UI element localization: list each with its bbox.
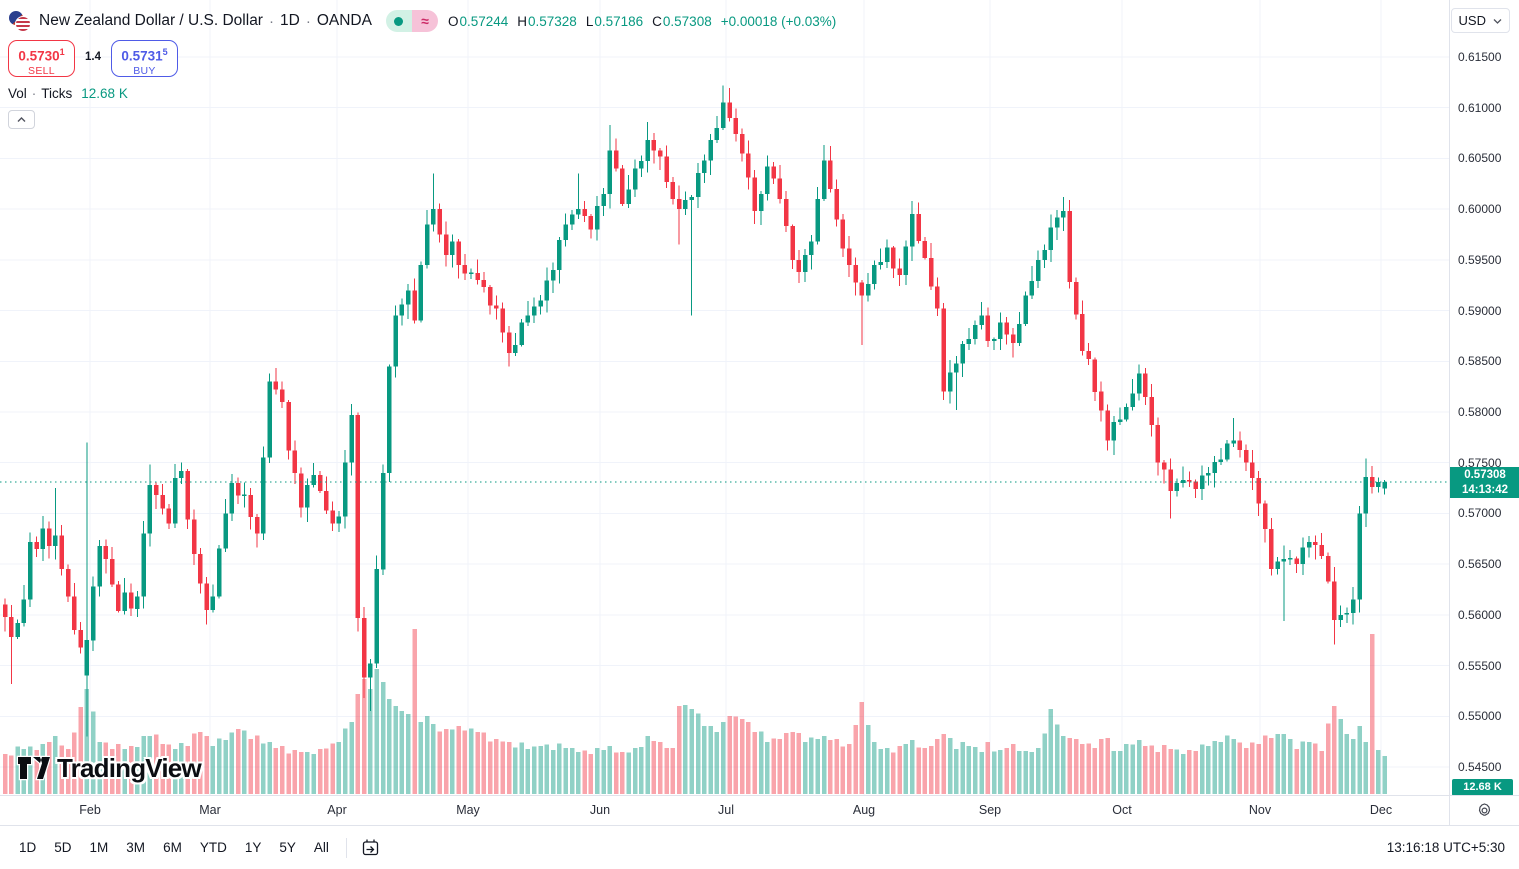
low-value: 0.57186 [594, 13, 644, 29]
price-axis-label: 0.60000 [1458, 202, 1502, 217]
title-separator: · [305, 12, 311, 30]
price-axis-label: 0.57500 [1458, 455, 1502, 470]
price-axis-label: 0.59000 [1458, 303, 1502, 318]
chevron-down-icon [1493, 18, 1502, 24]
calendar-goto-icon [362, 839, 379, 856]
last-price-value: 0.57308 [1464, 468, 1506, 481]
chevron-up-icon [17, 116, 26, 122]
range-button-3m[interactable]: 3M [117, 834, 154, 861]
time-axis-label: Mar [199, 803, 221, 817]
market-open-dot-icon[interactable] [385, 10, 412, 32]
range-button-5d[interactable]: 5D [45, 834, 80, 861]
chart-interval[interactable]: 1D [279, 12, 300, 29]
spread-value: 1.4 [85, 51, 101, 63]
title-separator: · [268, 12, 274, 30]
sell-button[interactable]: 0.57301 SELL [8, 40, 75, 77]
chart-legend: New Zealand Dollar / U.S. Dollar · 1D · … [8, 8, 836, 129]
buy-label: BUY [133, 64, 156, 77]
price-axis-label: 0.55000 [1458, 709, 1502, 724]
range-button-ytd[interactable]: YTD [191, 834, 236, 861]
time-axis-label: Apr [327, 803, 347, 817]
price-axis-label: 0.56000 [1458, 607, 1502, 622]
range-button-all[interactable]: All [305, 834, 338, 861]
volume-badge: 12.68 K [1452, 779, 1513, 796]
high-label: H [517, 13, 528, 29]
sell-label: SELL [28, 64, 55, 77]
range-button-1m[interactable]: 1M [81, 834, 118, 861]
price-axis-label: 0.56500 [1458, 557, 1502, 572]
price-axis-label: 0.59500 [1458, 252, 1502, 267]
buy-button[interactable]: 0.57315 BUY [111, 40, 178, 77]
change-value: +0.00018 (+0.03%) [720, 13, 837, 29]
nzdusd-flag-icon [8, 10, 32, 32]
close-label: C [652, 13, 662, 29]
low-label: L [585, 13, 594, 29]
indicator-type: Ticks [41, 86, 73, 101]
tradingview-watermark: TradingView [16, 752, 202, 784]
time-axis-label: Jul [718, 803, 734, 817]
price-axis-label: 0.57000 [1458, 506, 1502, 521]
currency-selector[interactable]: USD [1450, 8, 1510, 33]
watermark-text: TradingView [57, 752, 202, 783]
sell-price: 0.5730 [18, 48, 60, 64]
time-axis-label: Oct [1112, 803, 1132, 817]
time-axis-label: May [456, 803, 480, 817]
price-axis-label: 0.60500 [1458, 151, 1502, 166]
open-value: 0.57244 [459, 13, 509, 29]
currency-label: USD [1458, 13, 1486, 28]
range-button-6m[interactable]: 6M [154, 834, 191, 861]
volume-indicator-legend[interactable]: Vol · Ticks 12.68 K [8, 86, 836, 101]
price-chart[interactable] [0, 0, 1449, 795]
price-axis-label: 0.58000 [1458, 405, 1502, 419]
bottom-toolbar: 1D 5D 1M 3M 6M YTD 1Y 5Y All 13:16:18 UTC+5:30 [0, 825, 1519, 869]
go-to-date-button[interactable] [355, 834, 386, 861]
market-status-pill[interactable]: ≈ [385, 10, 438, 32]
tradingview-logo-icon [16, 755, 50, 781]
price-axis[interactable]: 0.57308 14:13:42 12.68 K 0.61500 0.61000 0… [1449, 0, 1519, 796]
time-axis-label: Jun [589, 803, 611, 817]
range-button-1d[interactable]: 1D [10, 834, 45, 861]
indicator-separator: · [31, 86, 37, 101]
open-label: O [447, 13, 459, 29]
range-button-5y[interactable]: 5Y [270, 834, 305, 861]
time-axis-label: Aug [852, 803, 876, 817]
price-axis-label: 0.54500 [1458, 760, 1502, 774]
scale-settings-gear-icon[interactable] [1476, 802, 1493, 819]
exchange-name[interactable]: OANDA [316, 12, 372, 29]
buy-price: 0.5731 [121, 48, 163, 64]
toolbar-clock[interactable]: 13:16:18 UTC+5:30 [1386, 840, 1505, 855]
indicator-name: Vol [8, 86, 27, 101]
price-axis-label: 0.61500 [1458, 50, 1502, 64]
toolbar-divider [345, 837, 347, 858]
time-axis-label: Nov [1248, 803, 1272, 817]
time-axis-label: Dec [1369, 803, 1393, 817]
time-axis[interactable]: Feb Mar Apr May Jun Jul Aug Sep Oct Nov Dec [0, 795, 1449, 825]
high-value: 0.57328 [528, 13, 577, 29]
ohlc-values: O 0.57244 H 0.57328 L 0.57186 C 0.57308 … [448, 14, 836, 29]
range-button-1y[interactable]: 1Y [236, 834, 271, 861]
time-axis-label: Feb [79, 803, 101, 817]
buy-price-sup: 5 [162, 47, 168, 57]
delayed-data-icon[interactable]: ≈ [411, 10, 438, 32]
indicator-value: 12.68 K [81, 86, 128, 101]
close-value: 0.57308 [662, 13, 712, 29]
bar-countdown: 14:13:42 [1461, 483, 1509, 496]
price-axis-label: 0.55500 [1458, 658, 1502, 673]
price-axis-label: 0.61000 [1458, 100, 1502, 115]
last-price-badge: 0.57308 14:13:42 [1450, 466, 1519, 498]
collapse-legend-button[interactable] [8, 110, 35, 129]
axis-settings-corner[interactable] [1449, 795, 1519, 825]
symbol-title[interactable]: New Zealand Dollar / U.S. Dollar [39, 12, 263, 29]
time-axis-label: Sep [978, 803, 1002, 817]
sell-price-sup: 1 [59, 47, 65, 57]
price-axis-label: 0.58500 [1458, 354, 1502, 369]
